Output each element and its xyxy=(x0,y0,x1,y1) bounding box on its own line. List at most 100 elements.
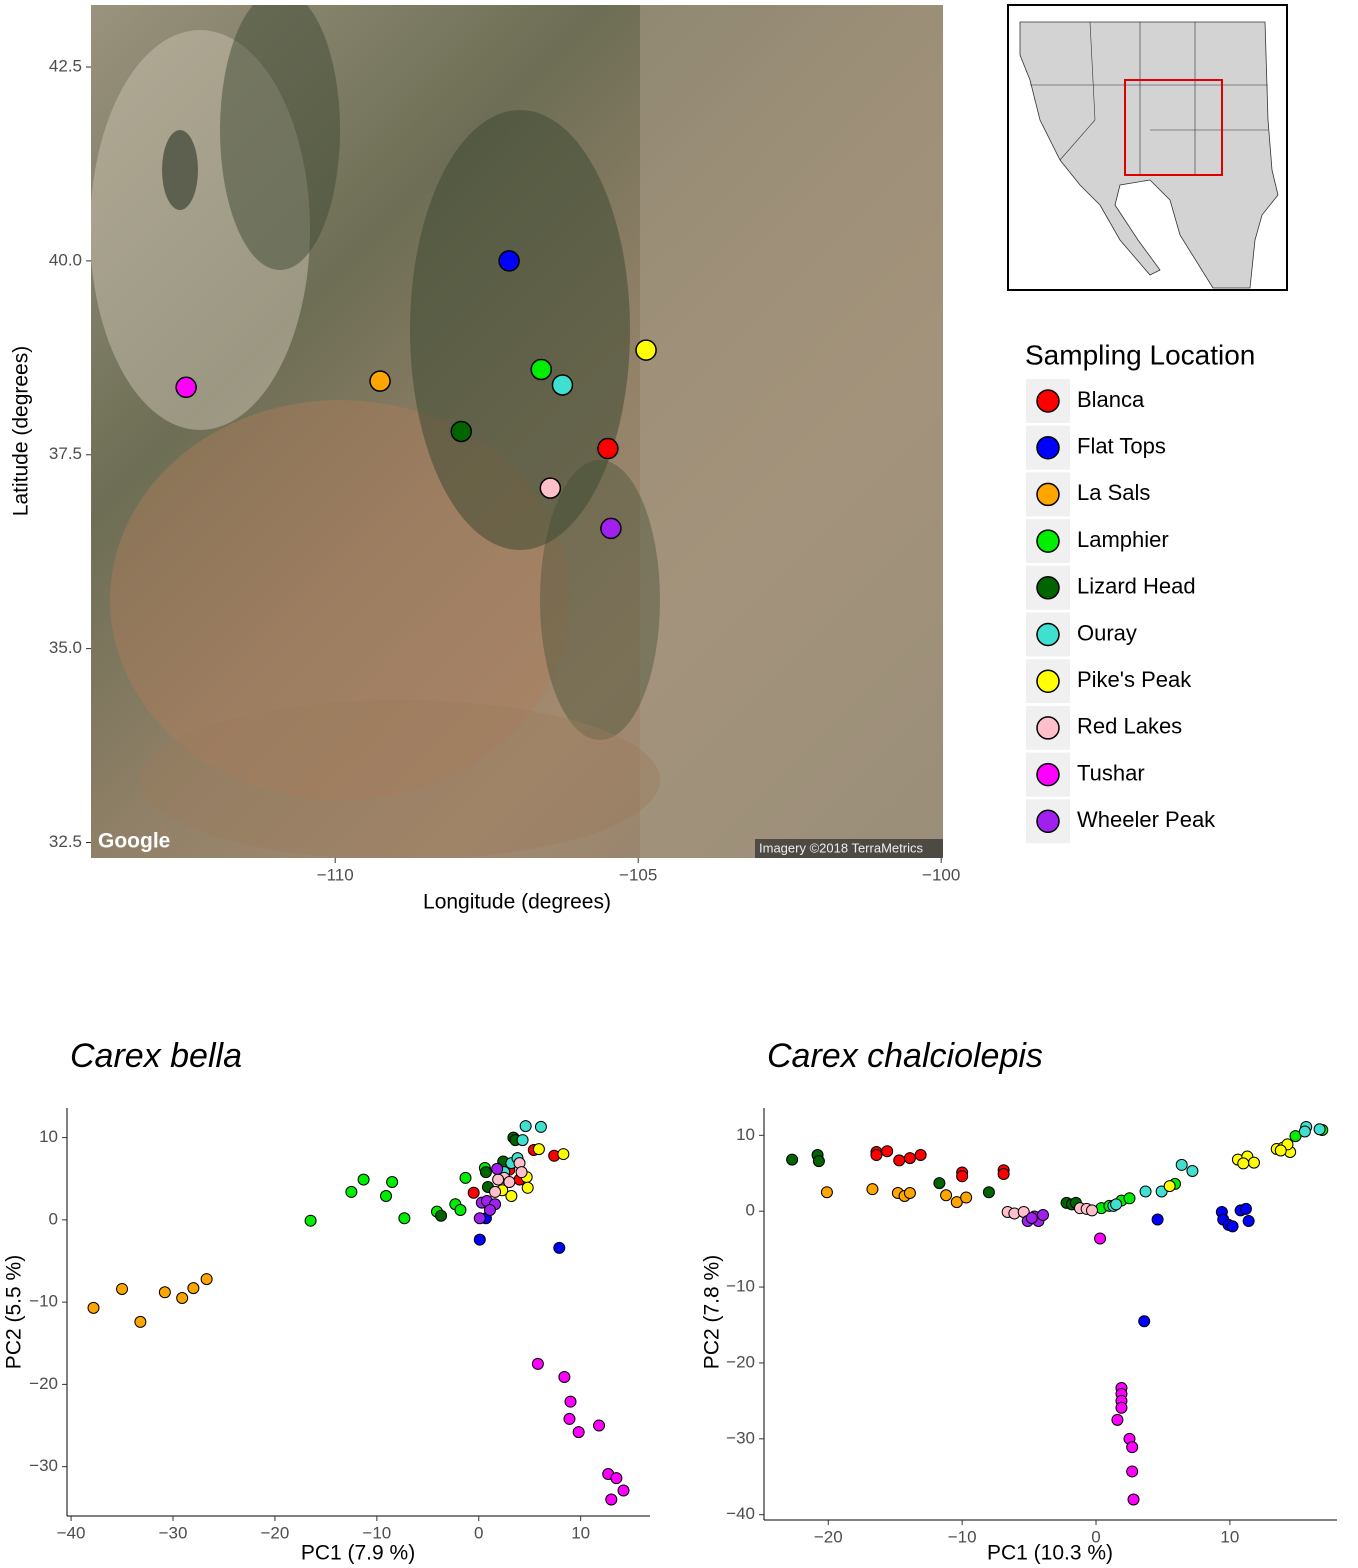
point xyxy=(1151,1213,1164,1226)
point xyxy=(1242,1215,1255,1228)
x-tick-label: −100 xyxy=(922,865,960,884)
point xyxy=(530,358,552,381)
attribution-bg xyxy=(755,839,943,858)
x-axis-title: PC1 (10.3 %) xyxy=(987,1542,1113,1565)
point xyxy=(1186,1164,1199,1177)
point xyxy=(459,1171,472,1184)
x-tick-label: −105 xyxy=(619,865,657,884)
x-axis-title: PC1 (7.9 %) xyxy=(301,1542,415,1565)
point xyxy=(982,1186,995,1199)
point xyxy=(386,1176,399,1189)
y-tick-label: 35.0 xyxy=(49,638,82,657)
point xyxy=(1094,1232,1107,1245)
y-tick-label: 0 xyxy=(49,1209,58,1228)
y-tick-label: 10 xyxy=(736,1125,755,1144)
x-tick-label: 0 xyxy=(474,1523,483,1542)
point xyxy=(820,1186,833,1199)
y-tick-label: −30 xyxy=(29,1456,58,1475)
point xyxy=(454,1204,467,1216)
x-tick-label: 10 xyxy=(1220,1527,1239,1546)
legend-label: Flat Tops xyxy=(1077,434,1166,459)
point xyxy=(467,1186,480,1199)
point xyxy=(553,1241,566,1254)
point xyxy=(187,1282,200,1295)
y-tick-label: −20 xyxy=(726,1352,755,1371)
legend-label: Tushar xyxy=(1077,760,1145,785)
chart-title: Carex chalciolepis xyxy=(767,1037,1043,1075)
legend-label: La Sals xyxy=(1077,480,1150,505)
y-tick-label: −40 xyxy=(726,1504,755,1523)
y-tick-label: 37.5 xyxy=(49,444,82,463)
point xyxy=(881,1145,894,1158)
point xyxy=(492,1173,505,1186)
point xyxy=(1298,1125,1311,1138)
legend-label: Lamphier xyxy=(1077,527,1169,552)
y-tick-label: −30 xyxy=(726,1428,755,1447)
point xyxy=(551,374,574,396)
point xyxy=(1110,1198,1123,1211)
legend-label: Ouray xyxy=(1077,620,1137,645)
legend-key xyxy=(1036,622,1060,647)
point xyxy=(610,1472,623,1485)
legend-key xyxy=(1036,809,1060,834)
point xyxy=(1226,1220,1239,1233)
legend-key xyxy=(1036,669,1060,693)
point xyxy=(450,420,473,443)
x-tick-label: 0 xyxy=(1091,1527,1100,1546)
point xyxy=(357,1173,370,1186)
point xyxy=(521,1181,534,1194)
point xyxy=(473,1233,486,1246)
y-tick-label: −20 xyxy=(29,1374,58,1393)
x-tick-label: −30 xyxy=(159,1523,188,1542)
point xyxy=(200,1273,213,1286)
legend-label: Lizard Head xyxy=(1077,574,1196,599)
point xyxy=(1123,1192,1136,1205)
point xyxy=(304,1214,317,1227)
point xyxy=(1126,1465,1139,1478)
x-tick-label: −20 xyxy=(814,1527,843,1546)
point xyxy=(1111,1413,1124,1426)
point xyxy=(473,1212,486,1225)
point xyxy=(1274,1144,1287,1157)
annotation: Imagery ©2018 TerraMetrics xyxy=(759,840,923,855)
point xyxy=(380,1190,393,1203)
point xyxy=(1037,1208,1050,1221)
point xyxy=(503,1176,516,1189)
point xyxy=(87,1301,100,1314)
legend-title: Sampling Location xyxy=(1025,339,1255,370)
point xyxy=(617,1484,630,1497)
point xyxy=(956,1170,969,1183)
point xyxy=(479,1166,492,1179)
satellite-background xyxy=(91,5,943,858)
legend-key xyxy=(1036,762,1060,787)
point xyxy=(557,1148,570,1161)
point xyxy=(605,1493,618,1506)
point xyxy=(960,1191,973,1204)
inset-map xyxy=(1007,4,1288,291)
y-tick-label: −10 xyxy=(29,1292,58,1311)
legend-key xyxy=(1036,389,1060,413)
y-tick-label: 40.0 xyxy=(49,250,82,269)
point xyxy=(116,1282,129,1295)
point xyxy=(997,1168,1010,1181)
x-tick-label: −10 xyxy=(362,1523,391,1542)
point xyxy=(903,1186,916,1199)
point xyxy=(1163,1180,1176,1193)
chart-title: Carex bella xyxy=(70,1037,242,1075)
point xyxy=(1025,1212,1038,1225)
point xyxy=(635,339,657,361)
x-tick-label: −110 xyxy=(317,865,354,884)
y-tick-label: 42.5 xyxy=(49,57,82,76)
point xyxy=(532,1143,545,1156)
point xyxy=(134,1315,147,1328)
point xyxy=(1126,1441,1139,1454)
point xyxy=(505,1190,518,1203)
y-tick-label: −10 xyxy=(726,1277,755,1296)
point xyxy=(558,1370,571,1383)
y-axis-title: Latitude (degrees) xyxy=(10,346,33,516)
point xyxy=(812,1155,825,1168)
legend-key xyxy=(1036,716,1060,740)
point xyxy=(1139,1185,1152,1198)
point xyxy=(483,1204,496,1216)
